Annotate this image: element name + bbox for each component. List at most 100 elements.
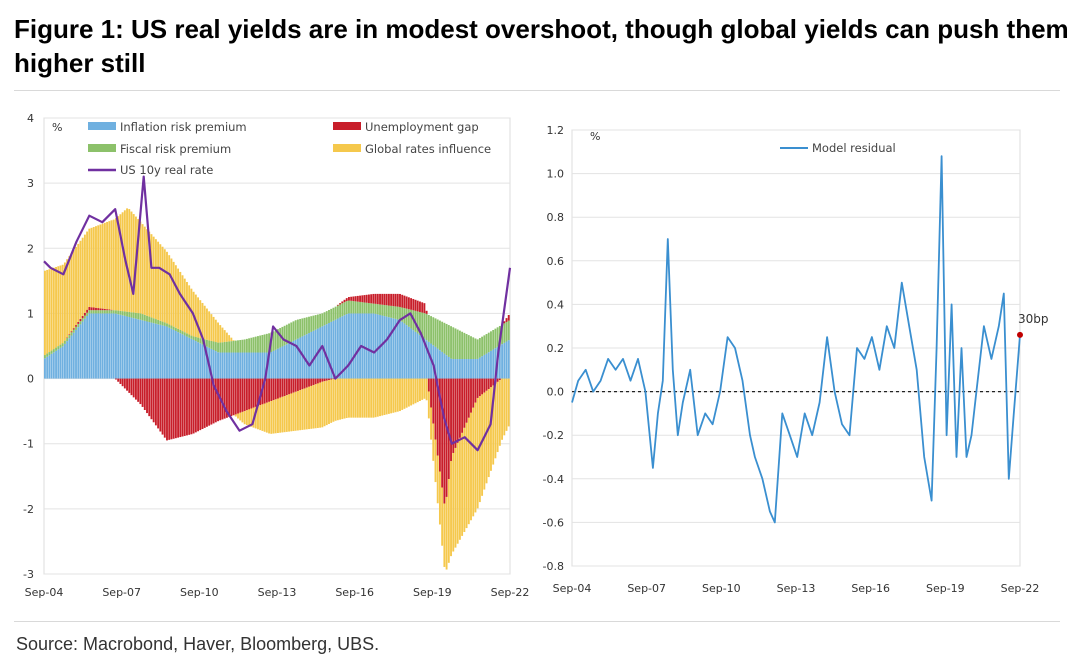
bar-segment bbox=[467, 335, 470, 360]
right-x-tick-label: Sep-04 bbox=[553, 582, 592, 595]
bar-segment bbox=[281, 396, 284, 433]
bar-segment bbox=[168, 324, 171, 328]
bar-segment bbox=[505, 341, 508, 379]
bar-segment bbox=[183, 378, 186, 436]
bar-segment bbox=[101, 308, 104, 311]
bar-segment bbox=[341, 316, 344, 379]
bar-segment bbox=[265, 333, 268, 353]
bar-segment bbox=[332, 378, 335, 380]
bar-segment bbox=[159, 244, 162, 321]
bar-segment bbox=[250, 378, 253, 409]
bar-segment bbox=[166, 378, 168, 441]
left-y-tick-label: 1 bbox=[27, 307, 34, 320]
bar-segment bbox=[423, 303, 426, 314]
bar-segment bbox=[181, 334, 184, 379]
bar-segment bbox=[259, 352, 262, 379]
bar-segment bbox=[365, 294, 368, 303]
left-y-tick-label: -3 bbox=[23, 568, 34, 581]
bar-segment bbox=[443, 378, 446, 504]
bar-segment bbox=[88, 310, 91, 314]
bar-segment bbox=[237, 413, 239, 419]
right-x-tick-label: Sep-07 bbox=[627, 582, 666, 595]
bar-segment bbox=[507, 378, 510, 427]
bar-segment bbox=[394, 378, 397, 413]
bar-segment bbox=[50, 350, 53, 354]
right-y-tick-label: -0.8 bbox=[543, 560, 564, 573]
bar-segment bbox=[128, 209, 131, 312]
right-y-tick-label: 0.4 bbox=[547, 298, 565, 311]
bar-segment bbox=[272, 331, 275, 351]
bar-segment bbox=[421, 302, 424, 313]
bar-segment bbox=[157, 241, 160, 320]
bar-segment bbox=[143, 314, 146, 321]
bar-segment bbox=[394, 318, 397, 379]
bar-segment bbox=[325, 311, 328, 325]
bar-segment bbox=[316, 383, 319, 428]
bar-segment bbox=[197, 337, 200, 343]
bar-segment bbox=[296, 378, 299, 391]
bar-segment bbox=[447, 378, 450, 480]
bar-segment bbox=[356, 378, 359, 418]
bar-segment bbox=[277, 398, 279, 433]
bar-segment bbox=[186, 336, 188, 379]
bar-segment bbox=[48, 352, 51, 356]
bar-segment bbox=[86, 315, 89, 379]
bar-segment bbox=[376, 293, 379, 305]
bar-segment bbox=[274, 378, 277, 400]
bar-segment bbox=[225, 341, 228, 353]
bar-segment bbox=[296, 390, 299, 431]
bar-segment bbox=[130, 378, 133, 396]
bar-segment bbox=[137, 219, 140, 314]
bar-segment bbox=[203, 378, 206, 428]
legend-swatch-global bbox=[333, 144, 361, 152]
bar-segment bbox=[179, 329, 182, 334]
bar-segment bbox=[281, 346, 284, 379]
bar-segment bbox=[385, 293, 388, 306]
bar-segment bbox=[161, 246, 164, 322]
right-y-tick-label: -0.6 bbox=[543, 516, 564, 529]
bar-segment bbox=[283, 378, 286, 396]
bar-segment bbox=[208, 340, 211, 348]
bar-segment bbox=[214, 342, 217, 352]
bar-segment bbox=[476, 339, 479, 359]
bar-segment bbox=[441, 351, 444, 379]
bar-segment bbox=[137, 378, 140, 402]
bar-segment bbox=[314, 315, 317, 330]
bar-segment bbox=[316, 378, 319, 384]
bar-segment bbox=[99, 313, 102, 379]
bar-segment bbox=[95, 310, 97, 314]
bar-segment bbox=[108, 309, 111, 311]
bar-segment bbox=[148, 322, 151, 379]
right-x-tick-label: Sep-13 bbox=[777, 582, 816, 595]
bar-segment bbox=[470, 378, 472, 413]
bar-segment bbox=[55, 350, 57, 379]
bar-segment bbox=[192, 336, 195, 340]
left-y-tick-label: 2 bbox=[27, 242, 34, 255]
bar-segment bbox=[359, 295, 361, 302]
bar-segment bbox=[434, 439, 437, 483]
bar-segment bbox=[237, 378, 239, 414]
bar-segment bbox=[367, 294, 370, 304]
bar-segment bbox=[379, 378, 381, 417]
bar-segment bbox=[352, 378, 355, 418]
bar-segment bbox=[394, 306, 397, 319]
legend-label-global: Global rates influence bbox=[365, 142, 491, 156]
bar-segment bbox=[407, 326, 410, 379]
residual-line bbox=[571, 155, 1021, 524]
bar-segment bbox=[210, 378, 213, 425]
bar-segment bbox=[458, 378, 461, 438]
bar-segment bbox=[492, 349, 495, 379]
bar-segment bbox=[456, 442, 459, 544]
bar-segment bbox=[374, 293, 377, 304]
bar-segment bbox=[379, 304, 381, 315]
bar-segment bbox=[119, 214, 122, 311]
bar-segment bbox=[505, 318, 508, 322]
bar-segment bbox=[108, 310, 111, 314]
bar-segment bbox=[310, 331, 313, 379]
bar-segment bbox=[208, 311, 211, 341]
bar-segment bbox=[279, 397, 282, 433]
bar-segment bbox=[234, 340, 237, 353]
bar-segment bbox=[252, 352, 255, 379]
bar-segment bbox=[106, 221, 109, 310]
